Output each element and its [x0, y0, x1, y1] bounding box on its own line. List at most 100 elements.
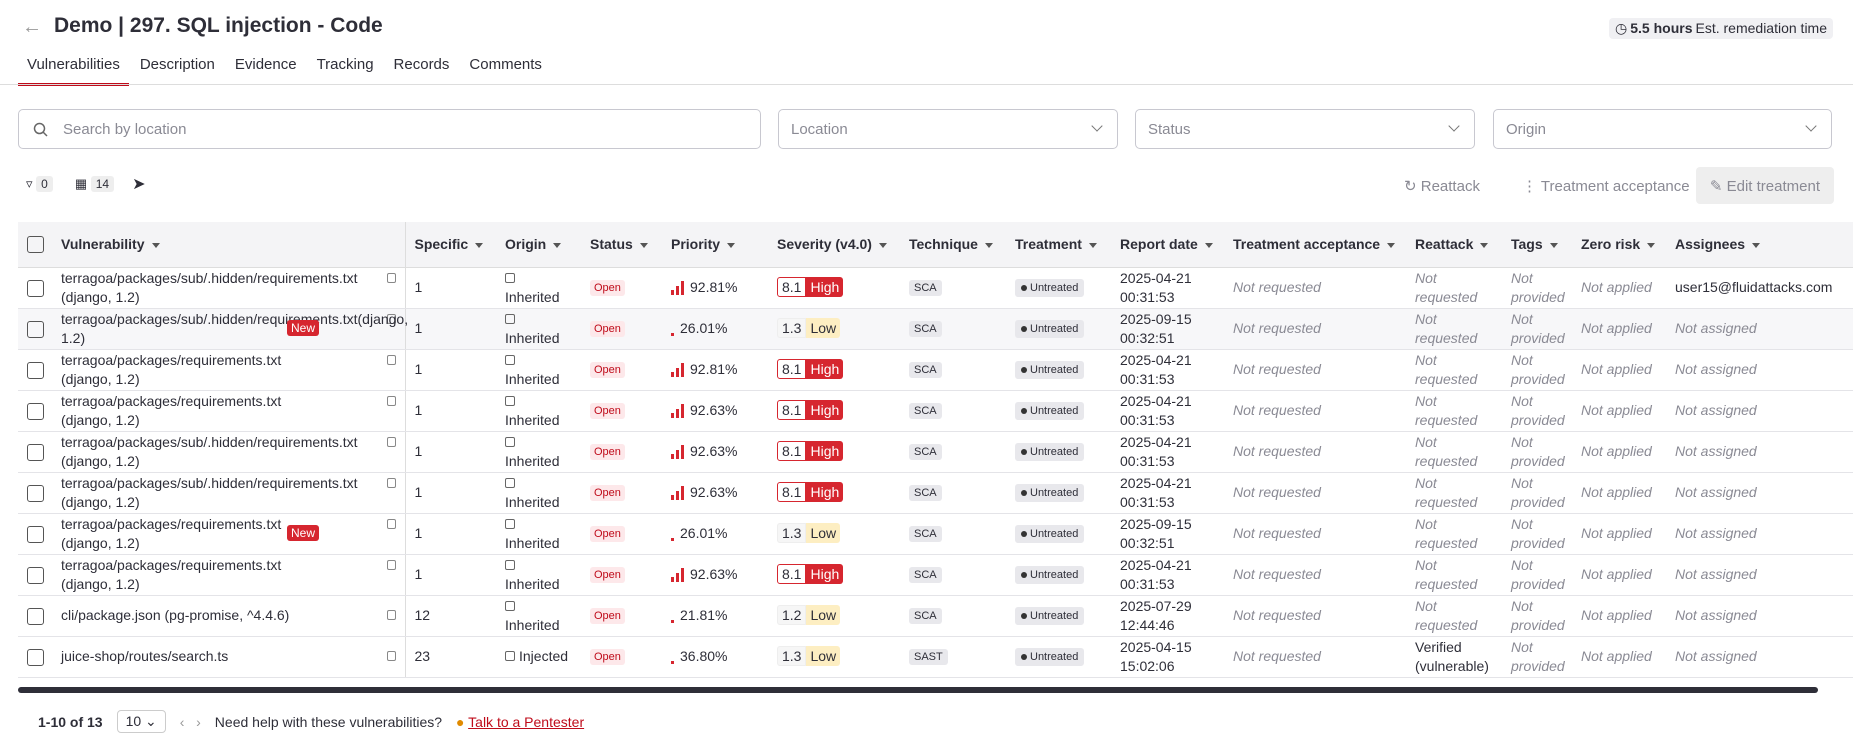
columns-button[interactable]: ▦ 14 [75, 176, 115, 192]
table-row[interactable]: terragoa/packages/sub/.hidden/requiremen… [18, 267, 1853, 309]
severity-score: 8.1 [777, 564, 807, 584]
column-header[interactable]: Tags [1502, 222, 1572, 268]
copy-icon[interactable] [386, 436, 396, 447]
page-size: 10 [125, 713, 142, 729]
copy-icon[interactable] [386, 313, 396, 324]
assignees: Not assigned [1675, 443, 1757, 459]
severity-level: High [806, 359, 844, 379]
tags: Not provided [1511, 433, 1565, 469]
assignees: Not assigned [1675, 402, 1757, 418]
tab[interactable]: Vulnerabilities [18, 56, 129, 86]
row-checkbox[interactable] [27, 443, 44, 461]
origin-select[interactable]: Origin [1493, 109, 1832, 149]
select-all-checkbox[interactable] [27, 236, 44, 254]
table-row[interactable]: terragoa/packages/sub/.hidden/requiremen… [18, 308, 1853, 350]
cell: 1 [405, 472, 496, 514]
column-header[interactable]: Treatment acceptance [1224, 222, 1406, 268]
cell: Untreated [1006, 267, 1111, 309]
treatment-acceptance: Not requested [1233, 279, 1321, 295]
treatment-acceptance-button[interactable]: ⋮ Treatment acceptance [1522, 178, 1690, 195]
column-header[interactable]: Specific [405, 222, 496, 268]
column-header[interactable]: Assignees [1666, 222, 1853, 268]
column-header[interactable]: Zero risk [1572, 222, 1666, 268]
cell: Inherited [496, 554, 581, 596]
column-header[interactable]: Origin [496, 222, 581, 268]
cell: 2025-04-21 00:31:53 [1111, 431, 1224, 473]
cell: 1 [405, 267, 496, 309]
tab[interactable]: Tracking [316, 56, 374, 73]
row-checkbox[interactable] [27, 320, 44, 338]
cell: Not requested [1224, 513, 1406, 555]
table-row[interactable]: juice-shop/routes/search.ts 23 Injected Ope… [18, 636, 1853, 678]
tags: Not provided [1511, 392, 1565, 428]
status-select[interactable]: Status [1135, 109, 1475, 149]
column-header[interactable]: Treatment [1006, 222, 1111, 268]
cell: user15@fluidattacks.com [1666, 267, 1853, 309]
table-row[interactable]: cli/package.json (pg-promise, ^4.4.6) 12 I… [18, 595, 1853, 637]
reattack-button[interactable]: ↻ Reattack [1404, 178, 1480, 195]
copy-icon[interactable] [386, 272, 396, 283]
scrollbar[interactable] [18, 687, 1818, 693]
cell: Untreated [1006, 472, 1111, 514]
page-size-select[interactable]: 10 ⌄ [116, 710, 166, 733]
column-header[interactable]: Technique [900, 222, 1006, 268]
tab[interactable]: Comments [469, 56, 542, 73]
copy-icon[interactable] [386, 477, 396, 488]
table-row[interactable]: terragoa/packages/requirements.txt (djan… [18, 390, 1853, 432]
search-input[interactable]: Search by location [18, 109, 761, 149]
row-checkbox[interactable] [27, 402, 44, 420]
tab[interactable]: Description [139, 56, 215, 73]
edit-treatment-button[interactable]: ✎ Edit treatment [1695, 167, 1834, 204]
tab[interactable]: Records [393, 56, 450, 73]
technique: SCA [909, 485, 942, 501]
row-checkbox[interactable] [27, 566, 44, 584]
copy-icon[interactable] [386, 518, 396, 529]
copy-icon[interactable] [386, 559, 396, 570]
row-checkbox[interactable] [27, 525, 44, 543]
table-row[interactable]: terragoa/packages/requirements.txt (djan… [18, 349, 1853, 391]
priority-bar [671, 538, 674, 542]
cell: 92.81% [662, 267, 768, 309]
column-header[interactable]: Priority [662, 222, 768, 268]
treatment: Untreated [1015, 566, 1085, 584]
specific: 1 [414, 566, 423, 582]
row-checkbox[interactable] [27, 279, 44, 297]
pagination[interactable]: ‹ › [179, 713, 201, 730]
column-header[interactable]: Severity (v4.0) [768, 222, 900, 268]
row-checkbox[interactable] [27, 361, 44, 379]
table-row[interactable]: terragoa/packages/requirements.txt (djan… [18, 513, 1853, 555]
copy-icon[interactable] [386, 650, 396, 661]
priority: 92.63% [690, 402, 738, 418]
status: Open [590, 403, 625, 419]
column-header[interactable]: Status [581, 222, 662, 268]
cell: Not requested [1406, 267, 1502, 309]
table-row[interactable]: terragoa/packages/requirements.txt (djan… [18, 554, 1853, 596]
column-header[interactable]: Vulnerability [52, 222, 406, 268]
table-row[interactable]: terragoa/packages/sub/.hidden/requiremen… [18, 431, 1853, 473]
row-checkbox[interactable] [27, 484, 44, 502]
back-button[interactable]: ← [22, 16, 42, 38]
copy-icon[interactable] [386, 395, 396, 406]
location-select[interactable]: Location [778, 109, 1118, 149]
pentester-link[interactable]: ● Talk to a Pentester [456, 713, 585, 730]
cell: SCA [900, 513, 1006, 555]
footer: 1-10 of 13 10 ⌄ ‹ › Need help with these… [38, 710, 584, 733]
table-row[interactable]: terragoa/packages/sub/.hidden/requiremen… [18, 472, 1853, 514]
tab[interactable]: Evidence [234, 56, 297, 73]
send-button[interactable]: ➤ [132, 176, 146, 193]
column-header[interactable]: Report date [1111, 222, 1224, 268]
row-checkbox[interactable] [27, 648, 44, 666]
copy-icon[interactable] [386, 354, 396, 365]
cell: 2025-04-21 00:31:53 [1111, 554, 1224, 596]
filter-button[interactable]: ▿ 0 [26, 176, 53, 192]
column-header[interactable]: Reattack [1406, 222, 1502, 268]
severity-score: 1.3 [777, 318, 807, 338]
specific: 12 [414, 607, 431, 623]
copy-icon[interactable] [386, 609, 396, 620]
origin: Inherited [505, 616, 560, 633]
cell: 2025-04-21 00:31:53 [1111, 390, 1224, 432]
row-checkbox[interactable] [27, 607, 44, 625]
cell: 12 [405, 595, 496, 637]
specific: 1 [414, 525, 423, 541]
specific: 23 [414, 648, 431, 664]
